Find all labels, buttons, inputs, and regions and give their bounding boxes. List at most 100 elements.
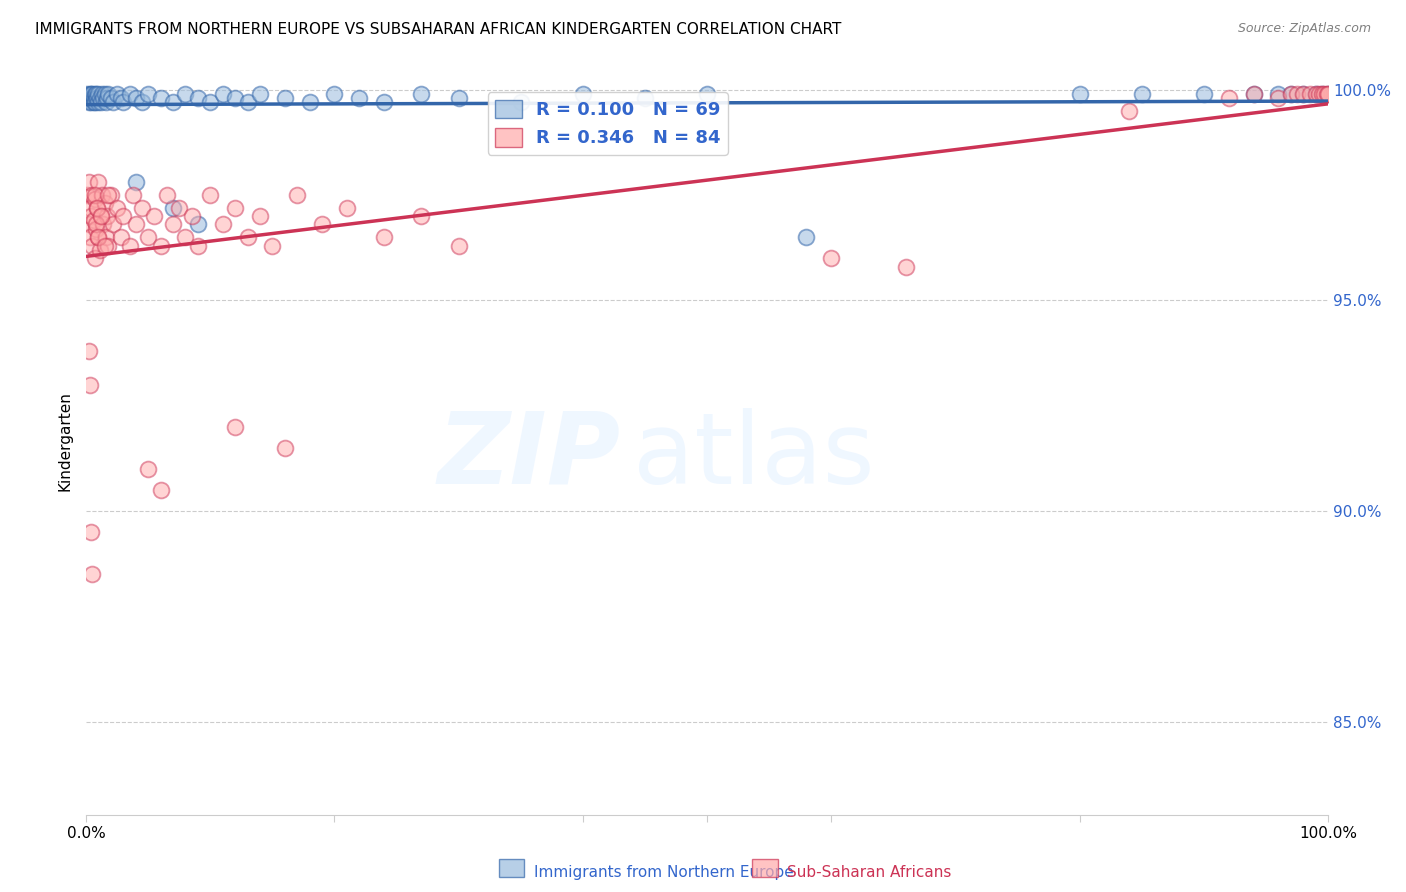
Point xyxy=(211,218,233,232)
Point xyxy=(80,209,103,223)
Point xyxy=(249,209,271,223)
Point xyxy=(373,230,395,244)
Point xyxy=(156,188,179,202)
Point xyxy=(77,218,100,232)
Point xyxy=(82,567,104,582)
Point xyxy=(110,91,132,105)
Point xyxy=(1267,91,1289,105)
Point xyxy=(84,87,107,101)
Point xyxy=(91,87,114,101)
Point xyxy=(1305,87,1327,101)
Point xyxy=(83,95,105,110)
Point xyxy=(167,201,190,215)
Point xyxy=(87,175,110,189)
Point xyxy=(100,91,122,105)
Point xyxy=(93,218,115,232)
Point xyxy=(447,238,470,252)
Point xyxy=(83,91,105,105)
Point xyxy=(90,209,112,223)
Point xyxy=(136,462,159,476)
Point xyxy=(143,209,166,223)
Point xyxy=(224,201,246,215)
Point xyxy=(1317,87,1340,101)
Point xyxy=(122,188,145,202)
Point xyxy=(97,188,120,202)
Point xyxy=(131,201,153,215)
Point xyxy=(100,188,122,202)
Point xyxy=(83,95,105,110)
Point xyxy=(572,87,595,101)
Point xyxy=(174,230,197,244)
Point xyxy=(1298,87,1320,101)
Point xyxy=(149,483,172,497)
Point xyxy=(97,238,120,252)
Point xyxy=(1267,87,1289,101)
Point xyxy=(1317,87,1340,101)
Point xyxy=(1279,87,1302,101)
Point xyxy=(1313,87,1336,101)
Point xyxy=(82,188,104,202)
Point xyxy=(236,230,259,244)
Point xyxy=(79,230,101,244)
Point xyxy=(87,230,110,244)
Point xyxy=(86,201,108,215)
Point xyxy=(112,209,135,223)
Point xyxy=(200,188,222,202)
Point xyxy=(79,201,101,215)
Text: Sub-Saharan Africans: Sub-Saharan Africans xyxy=(787,865,952,880)
Point xyxy=(373,95,395,110)
Point xyxy=(187,238,209,252)
Text: ZIP: ZIP xyxy=(437,408,620,505)
Point xyxy=(96,91,118,105)
Point xyxy=(249,87,271,101)
Point xyxy=(110,230,132,244)
Point xyxy=(86,91,108,105)
Point xyxy=(274,91,297,105)
Point xyxy=(1243,87,1265,101)
Point xyxy=(1316,87,1339,101)
Point xyxy=(1218,91,1240,105)
Point xyxy=(411,209,433,223)
Point xyxy=(93,196,115,211)
Point xyxy=(162,201,184,215)
Point xyxy=(149,238,172,252)
Point xyxy=(76,188,98,202)
Legend: R = 0.100   N = 69, R = 0.346   N = 84: R = 0.100 N = 69, R = 0.346 N = 84 xyxy=(488,93,728,154)
Point xyxy=(83,213,105,227)
Point xyxy=(696,87,718,101)
Point xyxy=(125,91,148,105)
Point xyxy=(89,243,111,257)
Point xyxy=(236,95,259,110)
Point xyxy=(162,218,184,232)
Text: Source: ZipAtlas.com: Source: ZipAtlas.com xyxy=(1237,22,1371,36)
Text: atlas: atlas xyxy=(633,408,875,505)
Point xyxy=(77,175,100,189)
Point xyxy=(187,218,209,232)
Point xyxy=(90,95,112,110)
Point xyxy=(180,209,202,223)
Point xyxy=(1310,87,1333,101)
Point xyxy=(634,91,657,105)
Point xyxy=(1310,87,1333,101)
Point xyxy=(80,95,103,110)
Point xyxy=(187,91,209,105)
Point xyxy=(1308,87,1330,101)
Point xyxy=(90,209,112,223)
Point xyxy=(94,230,117,244)
Text: Immigrants from Northern Europe: Immigrants from Northern Europe xyxy=(534,865,794,880)
Point xyxy=(112,95,135,110)
Point xyxy=(162,95,184,110)
Point xyxy=(298,95,321,110)
Point xyxy=(82,238,104,252)
Point xyxy=(84,218,107,232)
Point xyxy=(285,188,308,202)
Point xyxy=(105,201,128,215)
Point xyxy=(894,260,917,274)
Point xyxy=(1292,87,1315,101)
Point xyxy=(200,95,222,110)
Point xyxy=(1305,87,1327,101)
Point xyxy=(211,87,233,101)
Point xyxy=(118,238,141,252)
Point xyxy=(93,238,115,252)
Point xyxy=(93,91,115,105)
